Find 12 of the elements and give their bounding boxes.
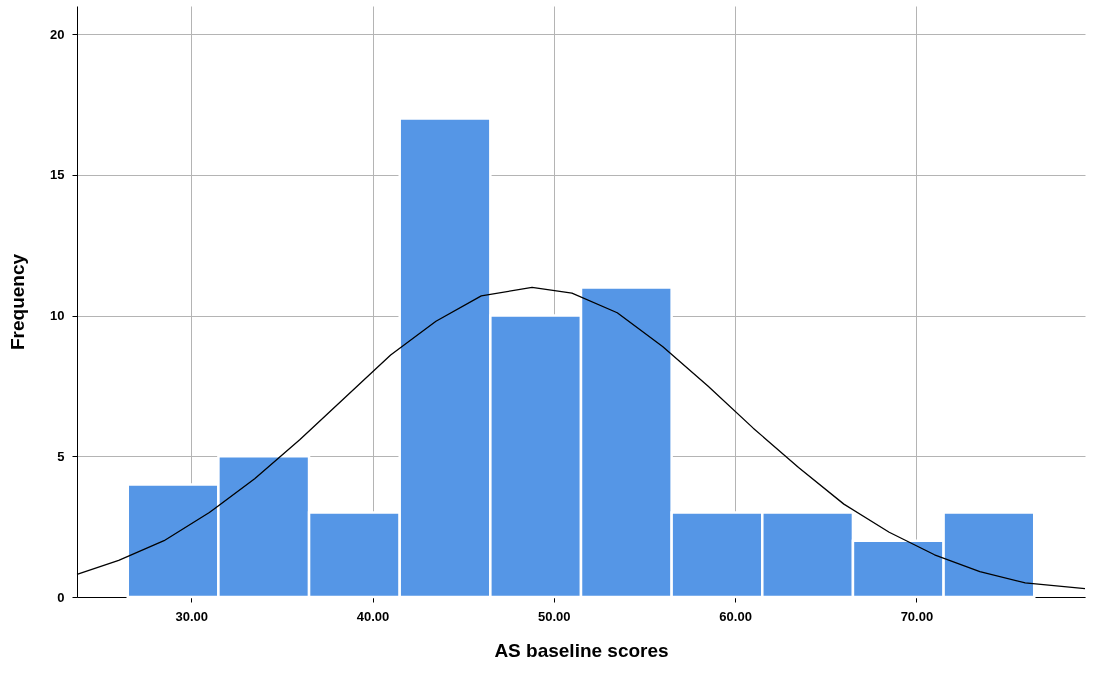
y-tick-label: 0 [57, 589, 65, 605]
y-tick-label: 5 [57, 448, 65, 464]
x-tick-label: 60.00 [719, 608, 752, 624]
y-tick-label: 15 [50, 167, 65, 183]
x-tick-label: 40.00 [356, 608, 390, 624]
x-tick-label: 50.00 [538, 608, 571, 624]
x-axis-title: AS baseline scores [494, 639, 669, 661]
y-tick-label: 10 [50, 308, 65, 324]
x-tick-label: 30.00 [175, 608, 208, 624]
x-tick-label: 70.00 [900, 608, 934, 624]
y-tick-label: 20 [50, 26, 65, 42]
y-axis-title: Frequency [7, 253, 29, 351]
